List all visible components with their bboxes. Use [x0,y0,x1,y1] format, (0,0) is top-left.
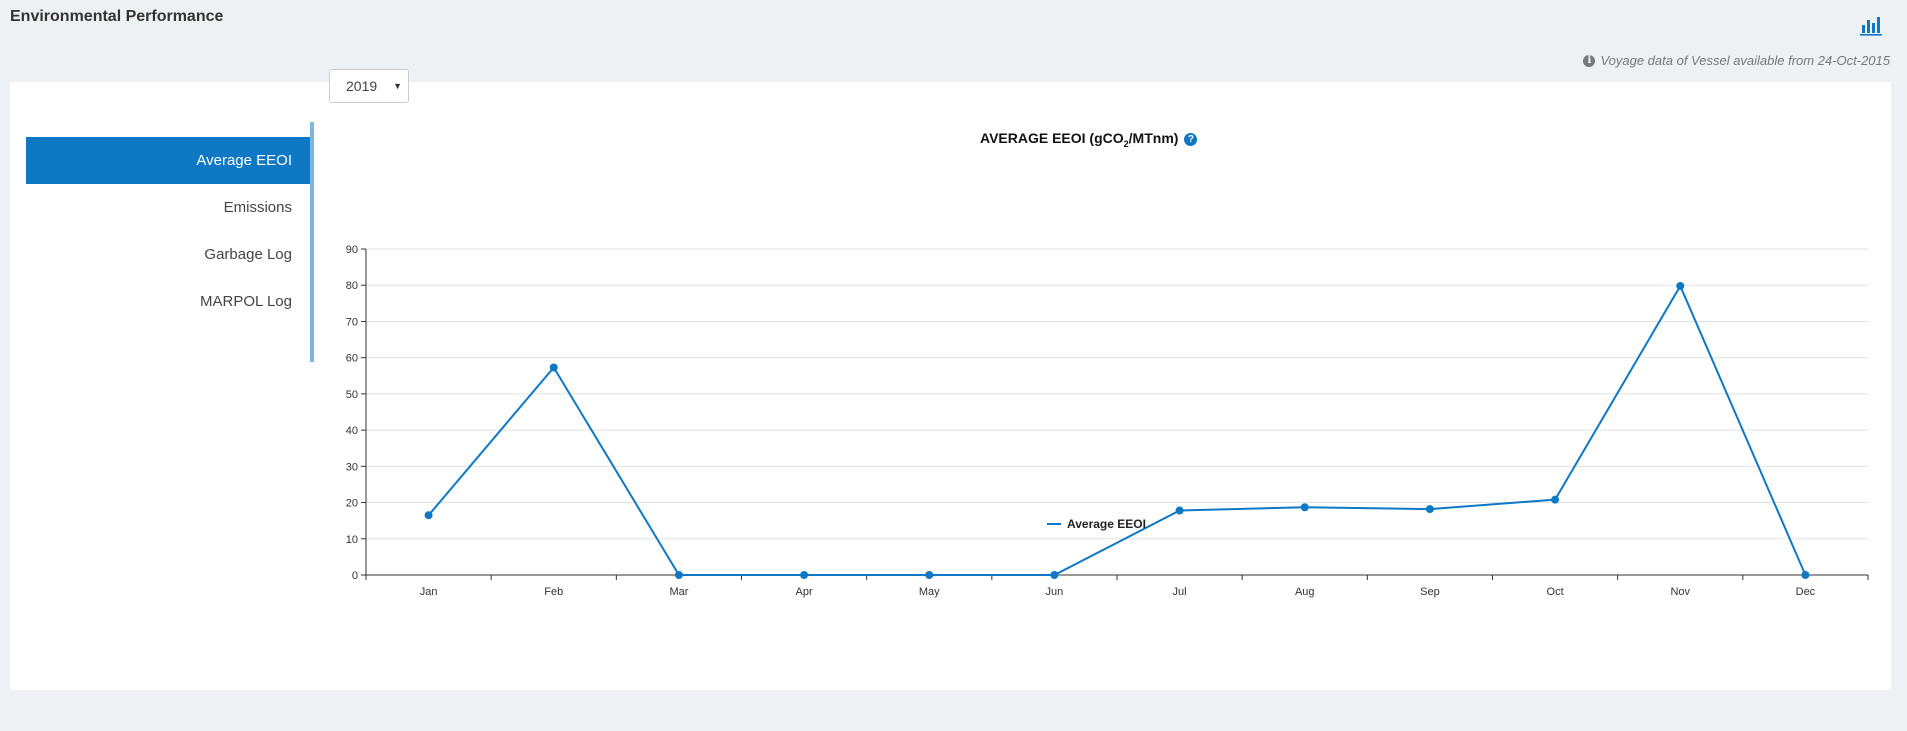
x-tick-label-jan: Jan [420,586,438,598]
voyage-note-text: Voyage data of Vessel available from 24-… [1600,53,1890,68]
data-point-mar [674,571,683,579]
data-point-feb [549,363,558,372]
nav-item-average-eeoi[interactable]: Average EEOI [26,137,310,184]
y-tick-label: 90 [346,244,358,256]
data-point-aug [1300,503,1309,512]
x-tick-label-dec: Dec [1796,586,1816,598]
y-tick-label: 50 [346,389,358,401]
x-tick-label-nov: Nov [1670,586,1690,598]
x-tick-label-may: May [919,586,940,598]
side-nav: Average EEOI Emissions Garbage Log MARPO… [26,122,314,362]
content-panel: Average EEOI Emissions Garbage Log MARPO… [10,82,1891,690]
x-tick-label-apr: Apr [796,586,813,598]
x-tick-label-jun: Jun [1046,586,1064,598]
y-tick-label: 0 [352,570,358,582]
y-tick-label: 20 [346,498,358,510]
legend-label: Average EEOI [1067,517,1146,531]
y-tick-label: 10 [346,534,358,546]
y-tick-label: 40 [346,425,358,437]
y-tick-label: 60 [346,353,358,365]
data-point-nov [1676,281,1685,290]
x-tick-label-aug: Aug [1295,586,1315,598]
data-point-oct [1551,495,1560,504]
y-tick-label: 80 [346,280,358,292]
y-tick-label: 30 [346,461,358,473]
info-circle-icon: i [1583,54,1596,67]
x-tick-label-mar: Mar [669,586,688,598]
series-line [427,283,1807,576]
chart-legend[interactable]: Average EEOI [1047,517,1146,531]
x-tick-label-sep: Sep [1420,586,1440,598]
data-point-jul [1175,506,1184,515]
x-tick-label-jul: Jul [1173,586,1187,598]
year-select-value: 2019 [346,78,378,94]
data-point-dec [1801,571,1810,579]
legend-swatch [1047,523,1061,525]
data-point-jan [424,511,433,520]
x-tick-label-oct: Oct [1547,586,1564,598]
nav-item-marpol-log[interactable]: MARPOL Log [200,293,292,310]
voyage-availability-note: i Voyage data of Vessel available from 2… [1583,53,1890,68]
x-tick-label-feb: Feb [544,586,563,598]
caret-down-icon: ▼ [393,81,402,91]
data-point-sep [1425,505,1434,514]
nav-list: Average EEOI Emissions Garbage Log MARPO… [26,137,310,325]
chart-title-text: AVERAGE EEOI (gCO2/MTnm) [980,130,1179,149]
page-title: Environmental Performance [10,8,224,25]
y-tick-label: 70 [346,316,358,328]
help-icon[interactable]: ? [1184,132,1198,146]
bar-chart-icon[interactable] [1858,14,1884,36]
year-select[interactable]: 2019 ▼ [329,69,409,103]
nav-item-garbage-log[interactable]: Garbage Log [204,246,292,263]
data-point-may [925,571,934,579]
data-point-jun [1050,571,1059,579]
nav-item-emissions[interactable]: Emissions [223,199,292,216]
data-point-apr [800,571,809,579]
chart-title: AVERAGE EEOI (gCO2/MTnm) ? [980,130,1198,149]
